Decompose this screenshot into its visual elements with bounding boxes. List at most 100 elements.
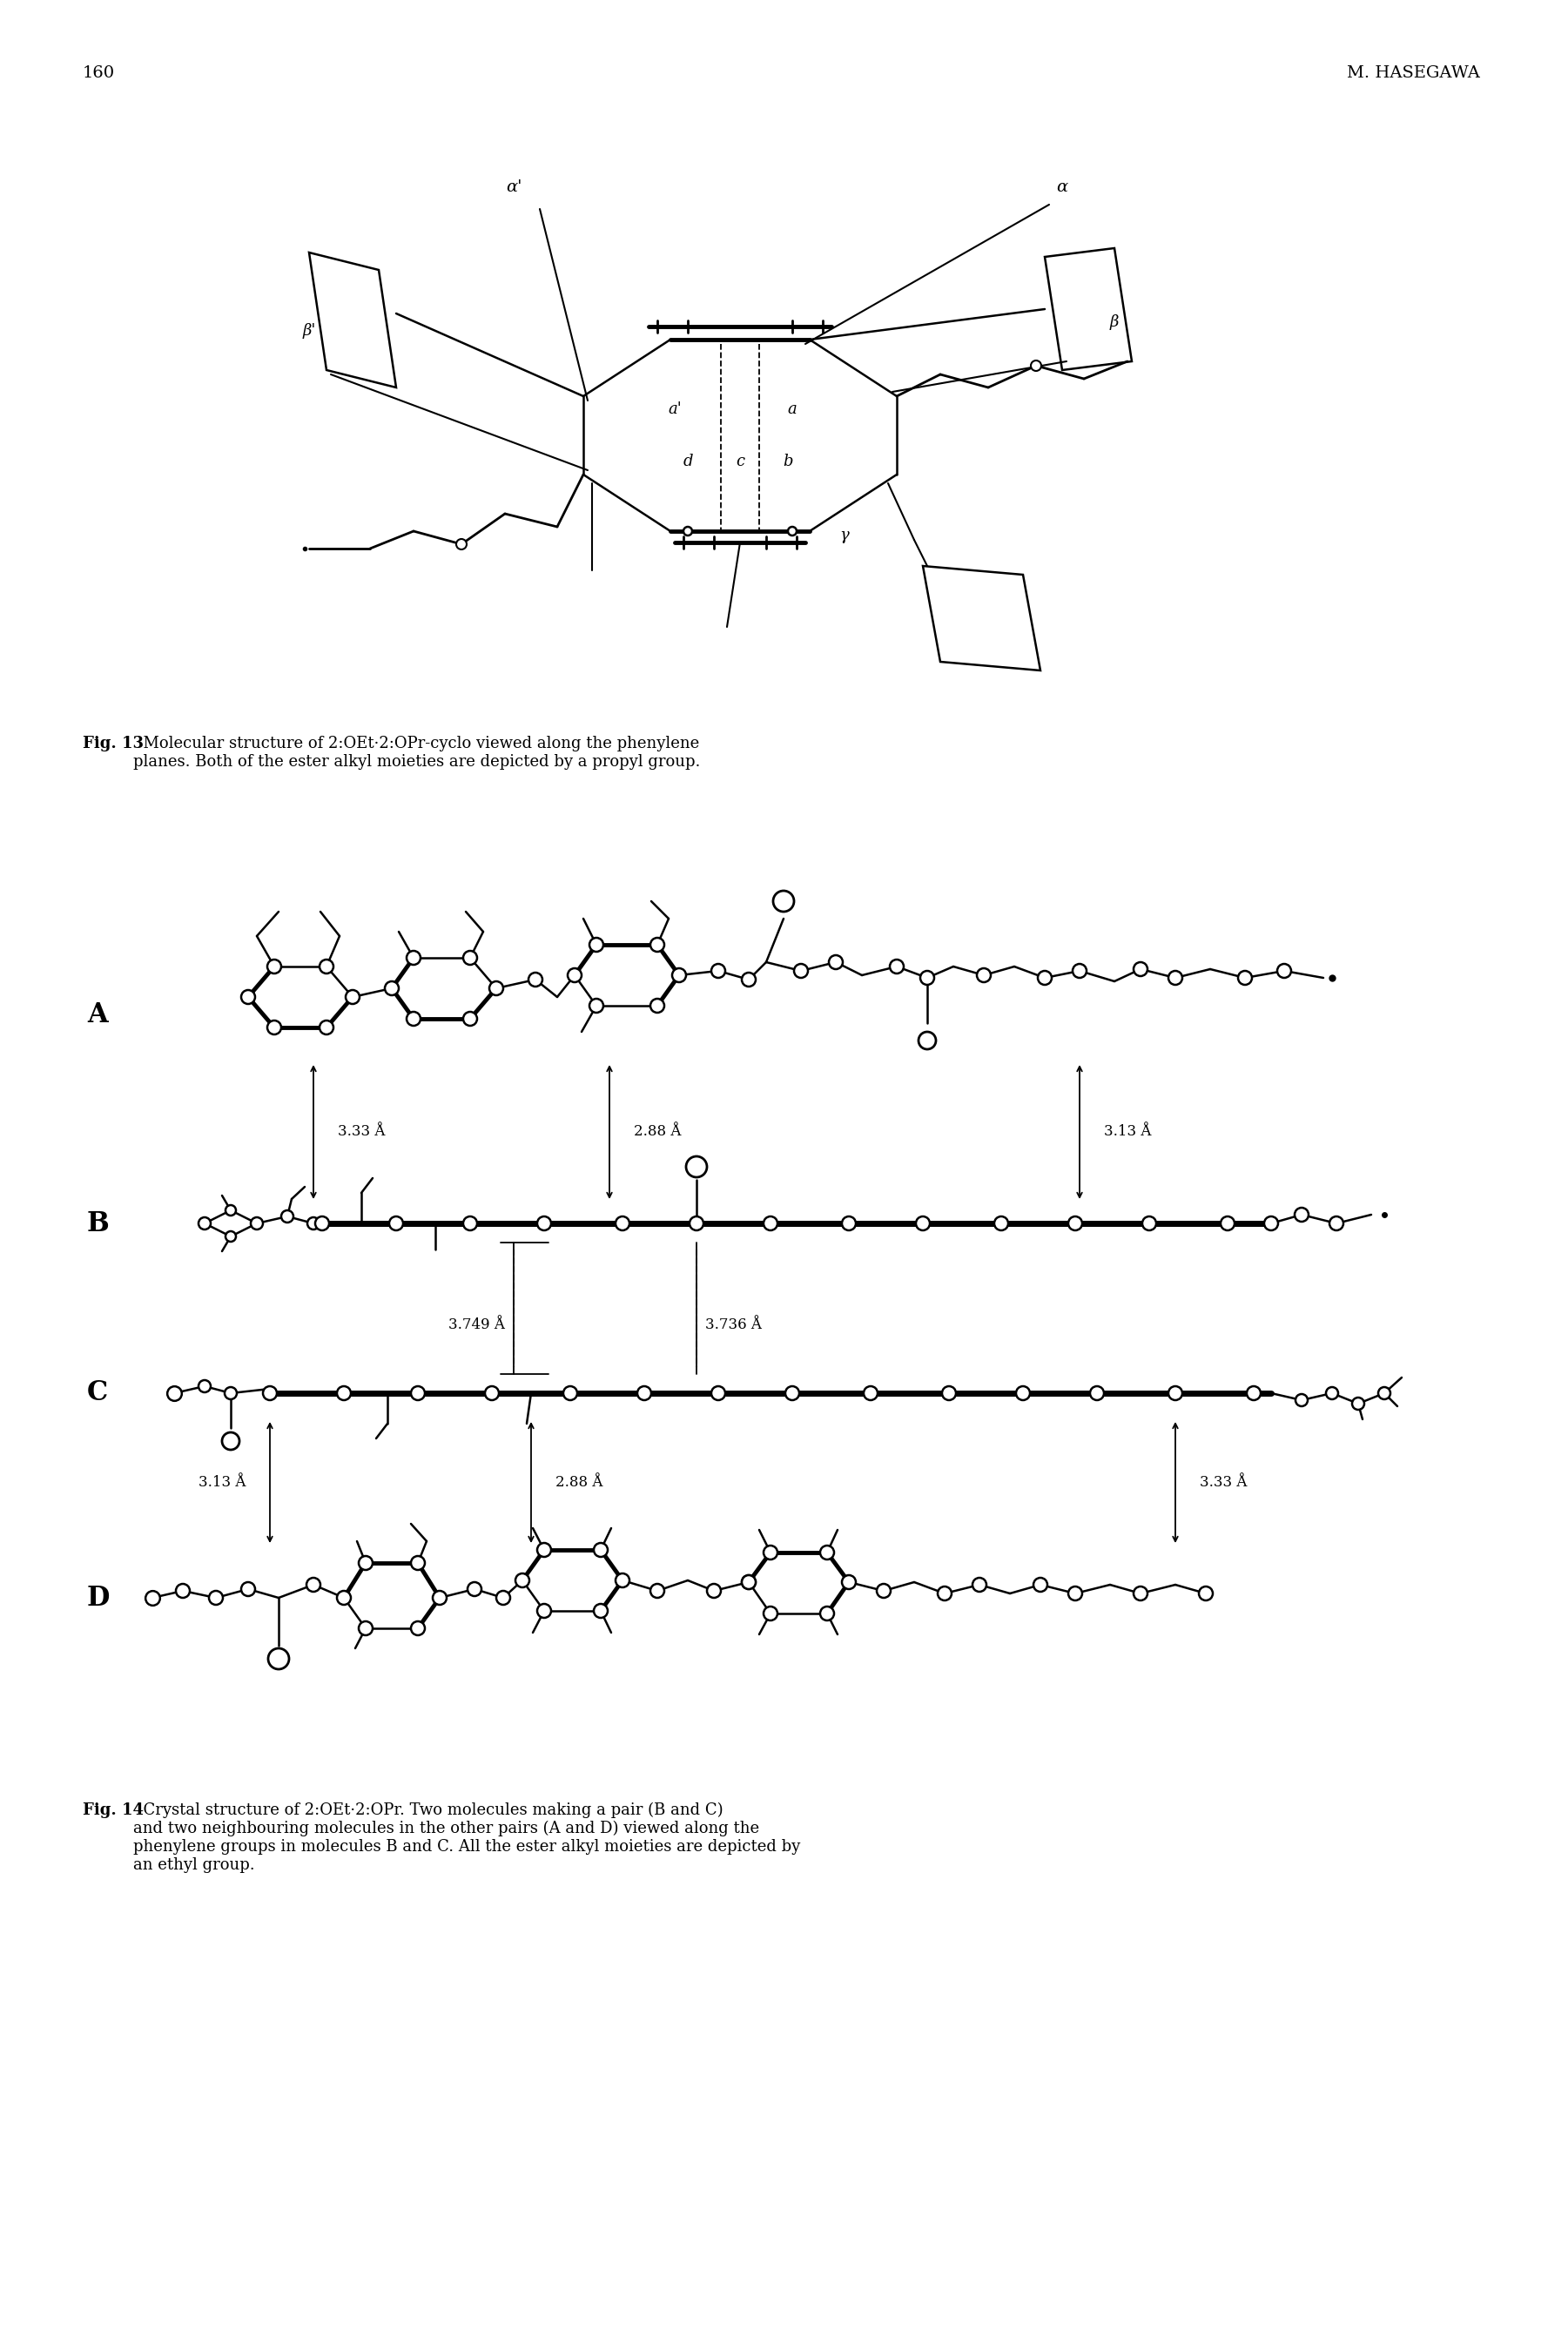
Circle shape (1278, 964, 1290, 978)
Circle shape (320, 1020, 334, 1034)
Circle shape (651, 999, 665, 1013)
Text: Crystal structure of 2:OEt·2:OPr. Two molecules making a pair (B and C)
and two : Crystal structure of 2:OEt·2:OPr. Two mo… (133, 1803, 800, 1874)
Circle shape (690, 1215, 704, 1230)
Circle shape (241, 1582, 256, 1596)
Text: 3.13 Å: 3.13 Å (1104, 1124, 1151, 1140)
Circle shape (495, 1592, 510, 1606)
Circle shape (406, 1011, 420, 1025)
Circle shape (1200, 1587, 1212, 1601)
Circle shape (1295, 1394, 1308, 1406)
Circle shape (764, 1606, 778, 1620)
Circle shape (820, 1606, 834, 1620)
Circle shape (315, 1215, 329, 1230)
Circle shape (786, 1387, 800, 1401)
Circle shape (1134, 962, 1148, 976)
Circle shape (176, 1585, 190, 1599)
Circle shape (842, 1215, 856, 1230)
Circle shape (1378, 1387, 1391, 1399)
Text: 160: 160 (83, 66, 114, 80)
Circle shape (637, 1387, 651, 1401)
Text: B: B (88, 1211, 110, 1237)
Circle shape (742, 1575, 756, 1589)
Circle shape (687, 1157, 707, 1178)
Circle shape (411, 1387, 425, 1401)
Text: C: C (88, 1380, 108, 1406)
Circle shape (1038, 971, 1052, 985)
Circle shape (764, 1545, 778, 1559)
Circle shape (263, 1387, 278, 1401)
Circle shape (684, 527, 691, 536)
Circle shape (1030, 360, 1041, 371)
Circle shape (307, 1218, 320, 1230)
Circle shape (877, 1585, 891, 1599)
Circle shape (463, 1011, 477, 1025)
Circle shape (673, 969, 687, 983)
Circle shape (1168, 1387, 1182, 1401)
Text: 3.736 Å: 3.736 Å (706, 1319, 762, 1333)
Text: M. HASEGAWA: M. HASEGAWA (1347, 66, 1480, 80)
Circle shape (433, 1592, 447, 1606)
Circle shape (1330, 1215, 1344, 1230)
Circle shape (406, 950, 420, 964)
Circle shape (1264, 1215, 1278, 1230)
Circle shape (616, 1215, 629, 1230)
Circle shape (223, 1432, 240, 1451)
Circle shape (764, 1215, 778, 1230)
Circle shape (712, 964, 726, 978)
Circle shape (456, 538, 467, 550)
Circle shape (889, 959, 903, 973)
Circle shape (712, 1387, 726, 1401)
Circle shape (793, 964, 808, 978)
Circle shape (742, 1575, 756, 1589)
Circle shape (919, 1032, 936, 1049)
Circle shape (1168, 971, 1182, 985)
Text: D: D (88, 1585, 110, 1610)
Text: d: d (682, 454, 693, 470)
Circle shape (563, 1387, 577, 1401)
Text: a: a (787, 402, 797, 416)
Circle shape (281, 1211, 293, 1223)
Circle shape (485, 1387, 499, 1401)
Circle shape (306, 1578, 320, 1592)
Circle shape (942, 1387, 956, 1401)
Circle shape (829, 955, 842, 969)
Text: c: c (735, 454, 745, 470)
Text: 2.88 Å: 2.88 Å (555, 1474, 602, 1491)
Circle shape (1142, 1215, 1156, 1230)
Circle shape (787, 527, 797, 536)
Circle shape (337, 1387, 351, 1401)
Circle shape (389, 1215, 403, 1230)
Circle shape (337, 1592, 351, 1606)
Text: Fig. 13: Fig. 13 (83, 736, 144, 752)
Circle shape (467, 1582, 481, 1596)
Circle shape (1068, 1587, 1082, 1601)
Circle shape (1247, 1387, 1261, 1401)
Circle shape (199, 1218, 210, 1230)
Circle shape (742, 973, 756, 987)
Circle shape (268, 1648, 289, 1669)
Circle shape (463, 1215, 477, 1230)
Text: γ: γ (840, 527, 850, 543)
Circle shape (1016, 1387, 1030, 1401)
Circle shape (226, 1206, 235, 1215)
Circle shape (994, 1215, 1008, 1230)
Circle shape (773, 891, 793, 912)
Circle shape (1239, 971, 1251, 985)
Circle shape (820, 1545, 834, 1559)
Circle shape (224, 1387, 237, 1399)
Text: 3.13 Å: 3.13 Å (198, 1474, 246, 1491)
Circle shape (209, 1592, 223, 1606)
Text: a': a' (668, 402, 682, 416)
Circle shape (538, 1603, 550, 1617)
Circle shape (594, 1603, 608, 1617)
Circle shape (226, 1232, 235, 1241)
Text: b: b (782, 454, 793, 470)
Circle shape (1068, 1215, 1082, 1230)
Circle shape (359, 1556, 373, 1570)
Circle shape (590, 999, 604, 1013)
Circle shape (489, 980, 503, 994)
Circle shape (1327, 1387, 1338, 1399)
Circle shape (359, 1622, 373, 1636)
Circle shape (267, 959, 281, 973)
Circle shape (384, 980, 398, 994)
